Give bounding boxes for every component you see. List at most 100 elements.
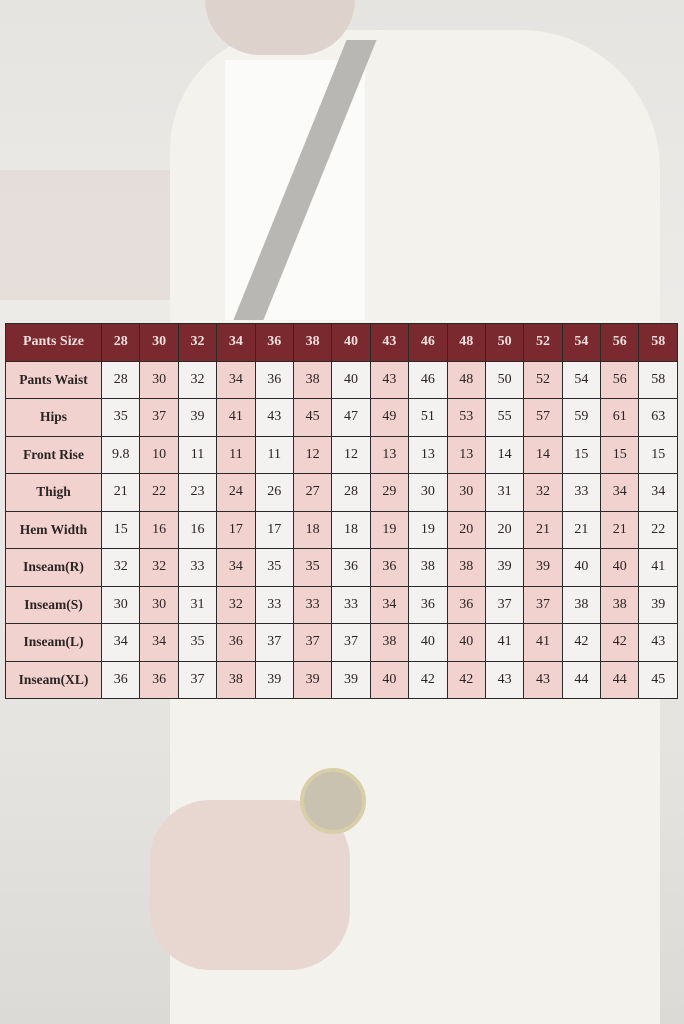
table-cell: 49 [369,398,410,437]
table-cell: 11 [216,435,256,474]
table-cell: 26 [254,473,294,512]
table-cell: 37 [139,398,179,437]
table-cell: 41 [216,398,256,437]
table-cell: 39 [292,660,333,699]
table-cell: 47 [331,398,371,437]
table-cell: 39 [177,398,218,437]
table-cell: 34 [100,623,141,662]
table-cell: 21 [561,510,602,549]
table-cell: 24 [216,473,256,512]
table-cell: 37 [177,660,218,699]
table-cell: 20 [446,510,486,549]
size-header: 46 [408,323,448,362]
table-cell: 36 [446,585,486,624]
table-cell: 45 [638,660,678,699]
table-cell: 13 [446,435,486,474]
table-cell: 55 [484,398,525,437]
table-cell: 48 [446,360,486,399]
table-cell: 31 [484,473,525,512]
table-cell: 43 [484,660,525,699]
table-row: Hem Width 15 16 16 17 17 18 18 19 19 20 20 21 21 21 22 [5,510,678,549]
table-cell: 21 [100,473,141,512]
table-cell: 27 [292,473,333,512]
table-cell: 19 [369,510,410,549]
table-cell: 32 [100,548,141,587]
size-header: 54 [561,323,602,362]
table-row: Front Rise 9.8 10 11 11 11 12 12 13 13 13 14 14 15 15 1… [5,435,678,474]
table-cell: 37 [292,623,333,662]
table-cell: 52 [523,360,563,399]
row-label: Hips [5,398,102,437]
table-cell: 54 [561,360,602,399]
table-cell: 35 [177,623,218,662]
table-cell: 42 [600,623,640,662]
table-cell: 31 [177,585,218,624]
table-row: Inseam(L) 34 34 35 36 37 37 37 38 40 40 41 41 42 42 43 [5,623,678,662]
table-row: Inseam(XL) 36 36 37 38 39 39 39 40 42 42 43 43 44 44 45 [5,660,678,699]
table-cell: 56 [600,360,640,399]
table-cell: 39 [638,585,678,624]
table-row: Inseam(R) 32 32 33 34 35 35 36 36 38 38 39 39 40 40 41 [5,548,678,587]
table-cell: 32 [523,473,563,512]
table-cell: 34 [369,585,410,624]
table-cell: 57 [523,398,563,437]
table-cell: 30 [139,585,179,624]
table-cell: 38 [292,360,333,399]
table-cell: 41 [484,623,525,662]
table-cell: 37 [484,585,525,624]
size-header: 34 [216,323,256,362]
table-row: Thigh 21 22 23 24 26 27 28 29 30 30 31 32 33 34 34 [5,473,678,512]
table-cell: 10 [139,435,179,474]
table-cell: 38 [561,585,602,624]
row-label: Pants Waist [5,360,102,399]
size-header: 52 [523,323,563,362]
table-cell: 18 [331,510,371,549]
table-cell: 38 [446,548,486,587]
table-cell: 15 [561,435,602,474]
size-header: 58 [638,323,678,362]
table-cell: 41 [523,623,563,662]
table-cell: 14 [523,435,563,474]
table-cell: 30 [446,473,486,512]
table-cell: 21 [523,510,563,549]
table-cell: 15 [600,435,640,474]
table-cell: 41 [638,548,678,587]
table-cell: 17 [254,510,294,549]
table-cell: 12 [292,435,333,474]
table-cell: 38 [369,623,410,662]
head [205,0,355,55]
table-cell: 44 [561,660,602,699]
size-header: 40 [331,323,371,362]
table-cell: 38 [600,585,640,624]
row-label: Inseam(XL) [5,660,102,699]
table-cell: 17 [216,510,256,549]
table-cell: 34 [139,623,179,662]
table-cell: 38 [216,660,256,699]
table-cell: 12 [331,435,371,474]
table-cell: 21 [600,510,640,549]
table-cell: 53 [446,398,486,437]
table-cell: 30 [139,360,179,399]
table-cell: 58 [638,360,678,399]
table-cell: 30 [408,473,448,512]
watch [300,768,366,834]
table-cell: 36 [216,623,256,662]
size-header: 50 [484,323,525,362]
table-cell: 40 [446,623,486,662]
table-cell: 33 [292,585,333,624]
table-cell: 39 [331,660,371,699]
table-cell: 36 [408,585,448,624]
table-cell: 40 [331,360,371,399]
table-cell: 33 [331,585,371,624]
header-row: Pants Size 28 30 32 34 36 38 40 43 46 48 50 52 54 56 5… [5,323,678,362]
table-cell: 43 [523,660,563,699]
table-cell: 39 [254,660,294,699]
table-cell: 18 [292,510,333,549]
row-label: Inseam(S) [5,585,102,624]
table-cell: 28 [100,360,141,399]
table-cell: 30 [100,585,141,624]
size-header: 48 [446,323,486,362]
table-cell: 13 [408,435,448,474]
table-cell: 36 [100,660,141,699]
table-row: Inseam(S) 30 30 31 32 33 33 33 34 36 36 37 37 38 38 39 [5,585,678,624]
